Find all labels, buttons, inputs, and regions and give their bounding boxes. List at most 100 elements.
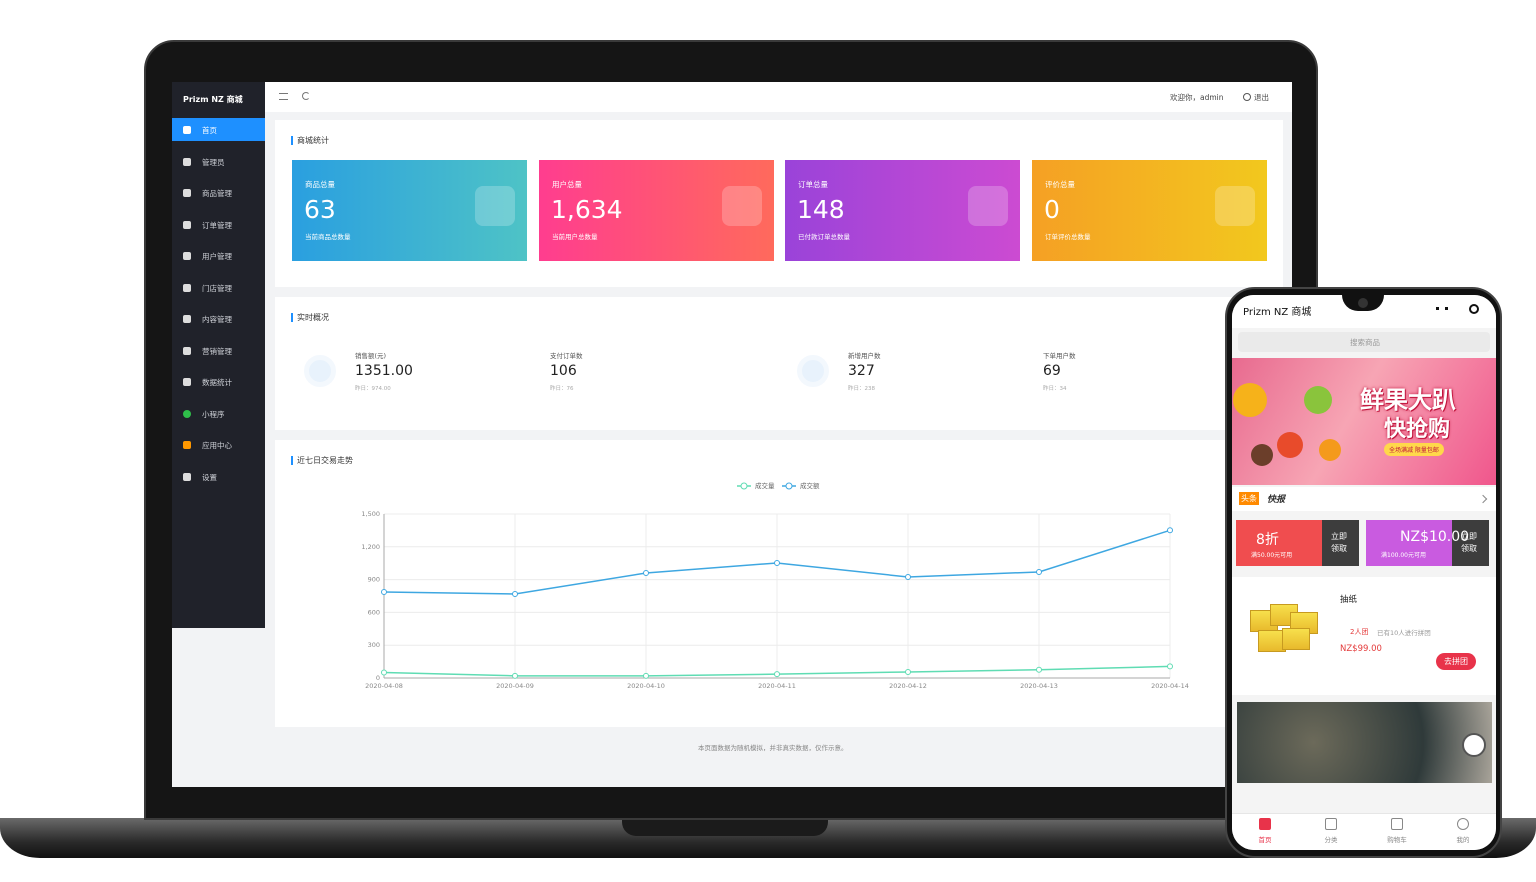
title-bar [291,456,293,465]
menu-toggle-icon [279,93,288,100]
fruit [1277,432,1303,458]
menu-icon [183,189,191,197]
card-label: 评价总量 [1045,180,1075,189]
menu-item[interactable]: 门店管理 [202,283,232,293]
tab-label[interactable]: 我的 [1456,836,1470,844]
search-placeholder: 搜索商品 [1350,338,1380,347]
menu-icon [183,472,191,481]
camera [1358,298,1368,308]
y-tick-label: 600 [368,608,380,616]
card-icon [968,186,1008,226]
data-point [774,671,780,678]
legend-label: 成交额 [800,481,820,490]
tab-label[interactable]: 分类 [1324,836,1338,844]
y-tick-label: 0 [376,674,380,682]
y-tick-label: 1,200 [361,543,380,551]
menu-icon [183,315,191,323]
capsule-dots [1436,307,1448,310]
x-tick-label: 2020-04-12 [889,682,927,690]
menu-icon [183,346,191,355]
card-note: 订单评价总数量 [1045,233,1091,241]
section-title: 商城统计 [297,136,329,145]
menu-icon [183,283,191,292]
card-value: 1,634 [551,195,623,224]
welcome: 欢迎你，admin [1170,93,1224,102]
rt-value: 106 [550,363,577,379]
data-point [512,672,518,679]
menu-item[interactable]: 应用中心 [202,441,232,450]
tab-label[interactable]: 购物车 [1387,836,1407,844]
legend-symbol [740,482,748,490]
y-tick-label: 900 [368,576,380,584]
menu-item[interactable]: 营销管理 [202,346,232,356]
news-label: 快报 [1267,495,1286,505]
menu-item[interactable]: 首页 [202,126,217,135]
coupon-condition: 满100.00元可用 [1381,552,1426,559]
product-name: 抽纸 [1340,595,1358,605]
capsule-close[interactable] [1469,304,1479,314]
x-tick-label: 2020-04-11 [758,682,796,690]
panel [275,440,1283,727]
data-point [1036,666,1042,673]
coupon-action[interactable]: 立即领取 [1461,532,1477,553]
coupon-action[interactable]: 立即领取 [1331,532,1347,553]
join-button[interactable]: 去拼团 [1436,653,1476,670]
menu-item[interactable]: 内容管理 [202,315,232,324]
tab-icon[interactable] [1457,818,1469,830]
fruit [1251,444,1273,466]
menu-item[interactable]: 设置 [202,472,217,482]
section-title: 实时概况 [297,313,329,322]
menu-item[interactable]: 用户管理 [202,252,232,261]
y-tick-label: 1,500 [361,510,380,518]
menu-item[interactable]: 商品管理 [202,189,232,198]
menu-icon [183,157,191,166]
stat-icon [797,355,829,387]
menu-item[interactable]: 订单管理 [202,220,232,230]
fruit [1304,386,1332,414]
menu-icon [183,409,191,418]
header [265,82,1292,112]
data-point [1167,663,1173,670]
phone-screen: Prizm NZ 商城 搜索商品 鲜果大趴 快抢购 全场满减 限量包邮 头条 快报 8折 满50… [1232,295,1496,850]
data-point [381,669,387,676]
data-point [905,573,911,580]
menu-item[interactable]: 小程序 [202,409,225,419]
menu-item[interactable]: 管理员 [202,157,225,167]
card-note: 当前用户总数量 [552,233,598,241]
section-title: 近七日交易走势 [297,456,353,465]
laptop-screen: Prizm NZ 商城首页管理员商品管理订单管理用户管理门店管理内容管理营销管理… [172,82,1292,787]
banner-subline: 快抢购 [1384,417,1451,442]
banner-headline: 鲜果大趴 [1360,386,1456,414]
seafood-image [1237,702,1492,783]
card-label: 订单总量 [798,180,828,189]
card-icon [1215,186,1255,226]
y-tick-label: 300 [368,641,380,649]
tab-label[interactable]: 首页 [1258,836,1272,844]
card-label: 用户总量 [552,180,582,189]
menu-icon [183,220,191,229]
fruit [1319,439,1341,461]
menu-icon [183,378,191,386]
tab-icon[interactable] [1391,818,1403,830]
legend-symbol [785,482,793,490]
title-bar [291,136,293,145]
refresh-icon [302,92,310,100]
tab-icon[interactable] [1325,818,1337,830]
rt-label: 新增用户数 [848,352,881,360]
support-button[interactable] [1462,733,1486,757]
card-note: 当前商品总数量 [305,233,351,241]
coupon-action-bg [1452,520,1489,566]
brand: Prizm NZ 商城 [183,95,243,104]
menu-item[interactable]: 数据统计 [202,378,232,387]
tabbar [1232,813,1496,850]
data-point [1167,527,1173,534]
banner[interactable] [1232,358,1496,485]
x-tick-label: 2020-04-08 [365,682,403,690]
coupon-condition: 满50.00元可用 [1251,552,1293,559]
tab-icon[interactable] [1259,818,1271,830]
logout[interactable]: 退出 [1254,93,1269,102]
search-bar[interactable] [1238,332,1490,352]
x-tick-label: 2020-04-14 [1151,682,1189,690]
rt-yesterday: 昨日：974.00 [355,386,391,392]
